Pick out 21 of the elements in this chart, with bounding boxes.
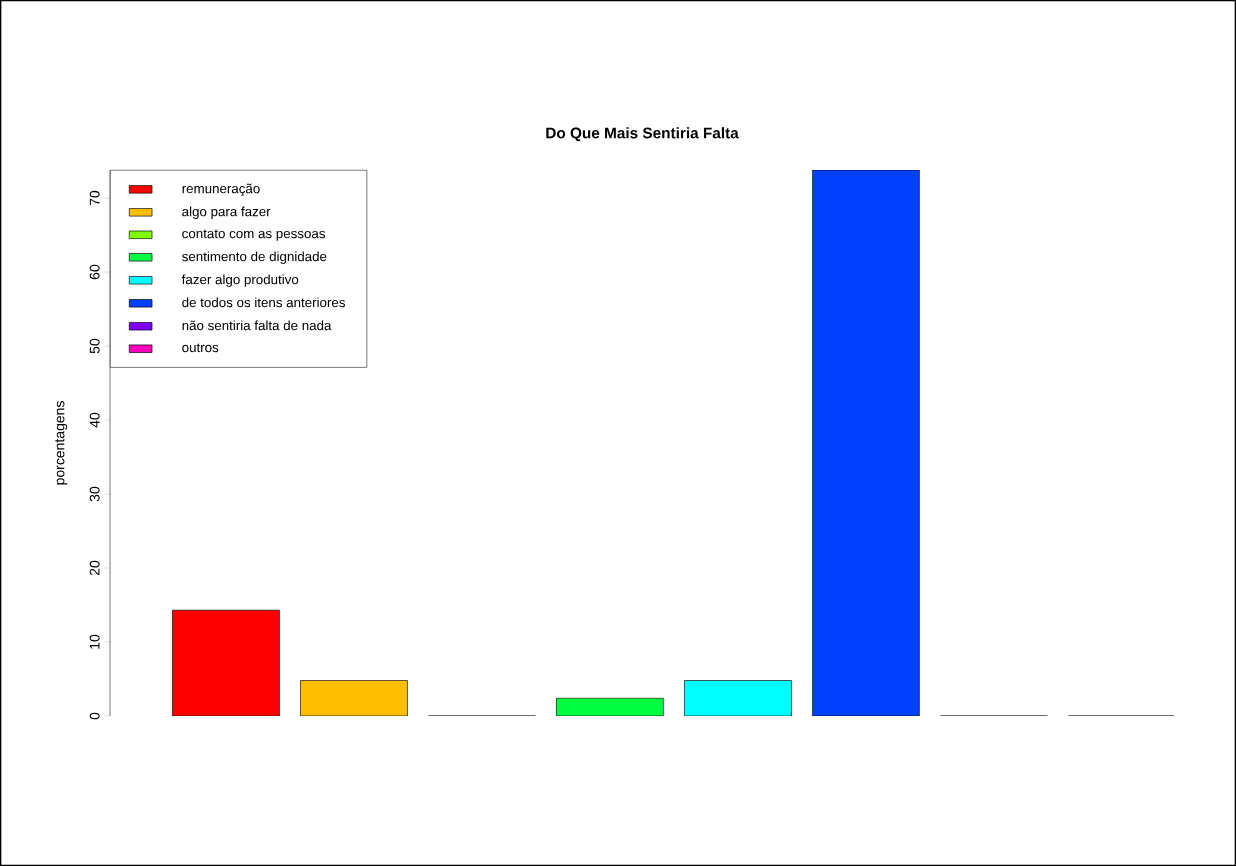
bar — [556, 697, 664, 716]
bar — [684, 680, 792, 716]
legend-label: fazer algo produtivo — [181, 274, 299, 287]
y-tick-label: 0 — [89, 712, 100, 720]
chart-title: Do Que Mais Sentiria Falta — [546, 127, 739, 142]
legend-label: algo para fazer — [182, 206, 271, 219]
y-axis-title: porcentagens — [55, 401, 68, 485]
legend-label: contato com as pessoas — [182, 229, 325, 241]
legend-label: sentimento de dignidade — [182, 251, 327, 264]
y-tick-label: 50 — [89, 338, 100, 354]
legend-label: outros — [182, 343, 219, 353]
y-tick-label: 10 — [89, 634, 100, 649]
bar — [300, 680, 408, 716]
y-tick-label: 60 — [89, 264, 100, 280]
y-tick-label: 20 — [89, 560, 100, 576]
y-tick-label: 40 — [89, 412, 100, 428]
y-tick-label: 70 — [89, 190, 100, 206]
legend-label: de todos os itens anteriores — [182, 297, 345, 308]
legend-label: não sentiria falta de nada — [182, 320, 332, 331]
y-tick-label: 30 — [89, 486, 100, 502]
legend-label: remuneração — [182, 183, 260, 196]
